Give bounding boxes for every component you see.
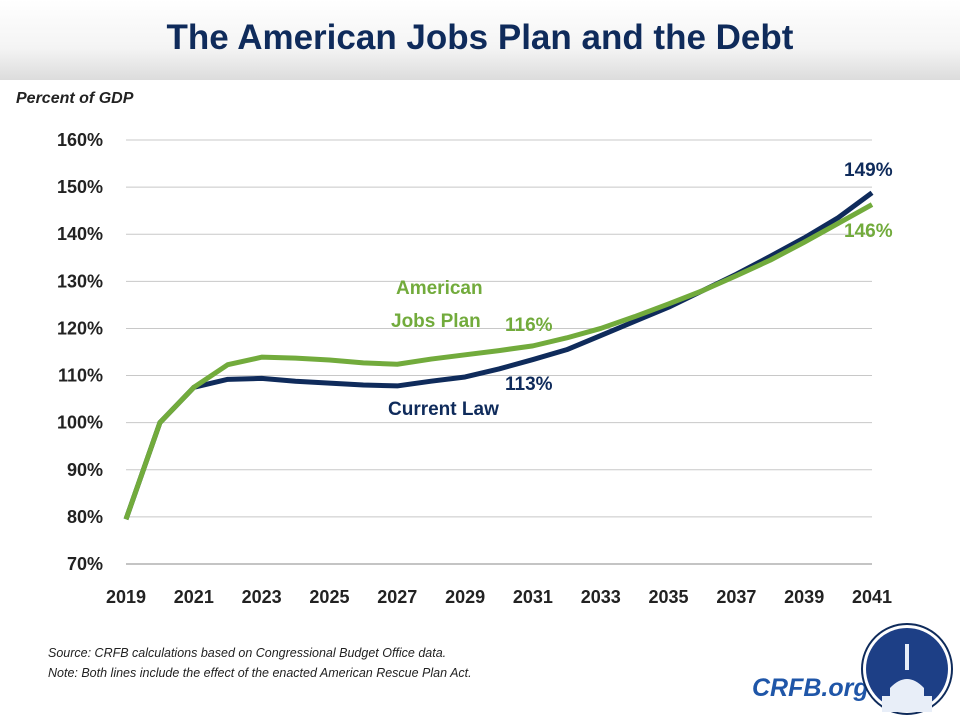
- series-line-american-jobs-plan: [123, 202, 874, 521]
- y-tick-label: 160%: [57, 130, 103, 150]
- x-tick-label: 2027: [377, 587, 417, 607]
- data-label-cl-2041: 149%: [844, 160, 893, 181]
- x-tick-label: 2041: [852, 587, 892, 607]
- data-label-ajp-2041: 146%: [844, 221, 893, 242]
- x-tick-label: 2039: [784, 587, 824, 607]
- y-tick-label: 110%: [58, 366, 103, 386]
- x-tick-label: 2031: [513, 587, 553, 607]
- x-tick-label: 2019: [106, 587, 146, 607]
- legend-label-current-law: Current Law: [388, 399, 499, 420]
- x-tick-label: 2025: [309, 587, 349, 607]
- y-tick-label: 150%: [57, 177, 103, 197]
- y-tick-label: 80%: [67, 507, 103, 527]
- y-tick-label: 130%: [57, 271, 103, 291]
- legend-label-american-jobs-plan: American: [396, 278, 483, 299]
- y-tick-label: 140%: [57, 224, 103, 244]
- crfb-seal-logo: [861, 623, 953, 715]
- x-tick-label: 2029: [445, 587, 485, 607]
- y-tick-label: 120%: [57, 318, 103, 338]
- y-tick-label: 100%: [57, 413, 103, 433]
- legend-label-american-jobs-plan: Jobs Plan: [391, 311, 481, 332]
- chart-title: The American Jobs Plan and the Debt: [166, 18, 794, 57]
- x-tick-label: 2033: [581, 587, 621, 607]
- footnote: Note: Both lines include the effect of t…: [48, 666, 472, 680]
- x-tick-label: 2035: [649, 587, 689, 607]
- data-label-cl-2031: 113%: [505, 374, 553, 395]
- source-note: Source: CRFB calculations based on Congr…: [48, 646, 447, 660]
- y-tick-label: 90%: [67, 460, 103, 480]
- x-tick-label: 2037: [716, 587, 756, 607]
- y-axis-label: Percent of GDP: [16, 90, 134, 107]
- title-bar: [0, 0, 960, 80]
- x-tick-label: 2021: [174, 587, 214, 607]
- brand-link[interactable]: CRFB.org: [752, 674, 869, 702]
- x-tick-label: 2023: [242, 587, 282, 607]
- data-label-ajp-2031: 116%: [505, 315, 553, 336]
- y-tick-label: 70%: [67, 554, 103, 574]
